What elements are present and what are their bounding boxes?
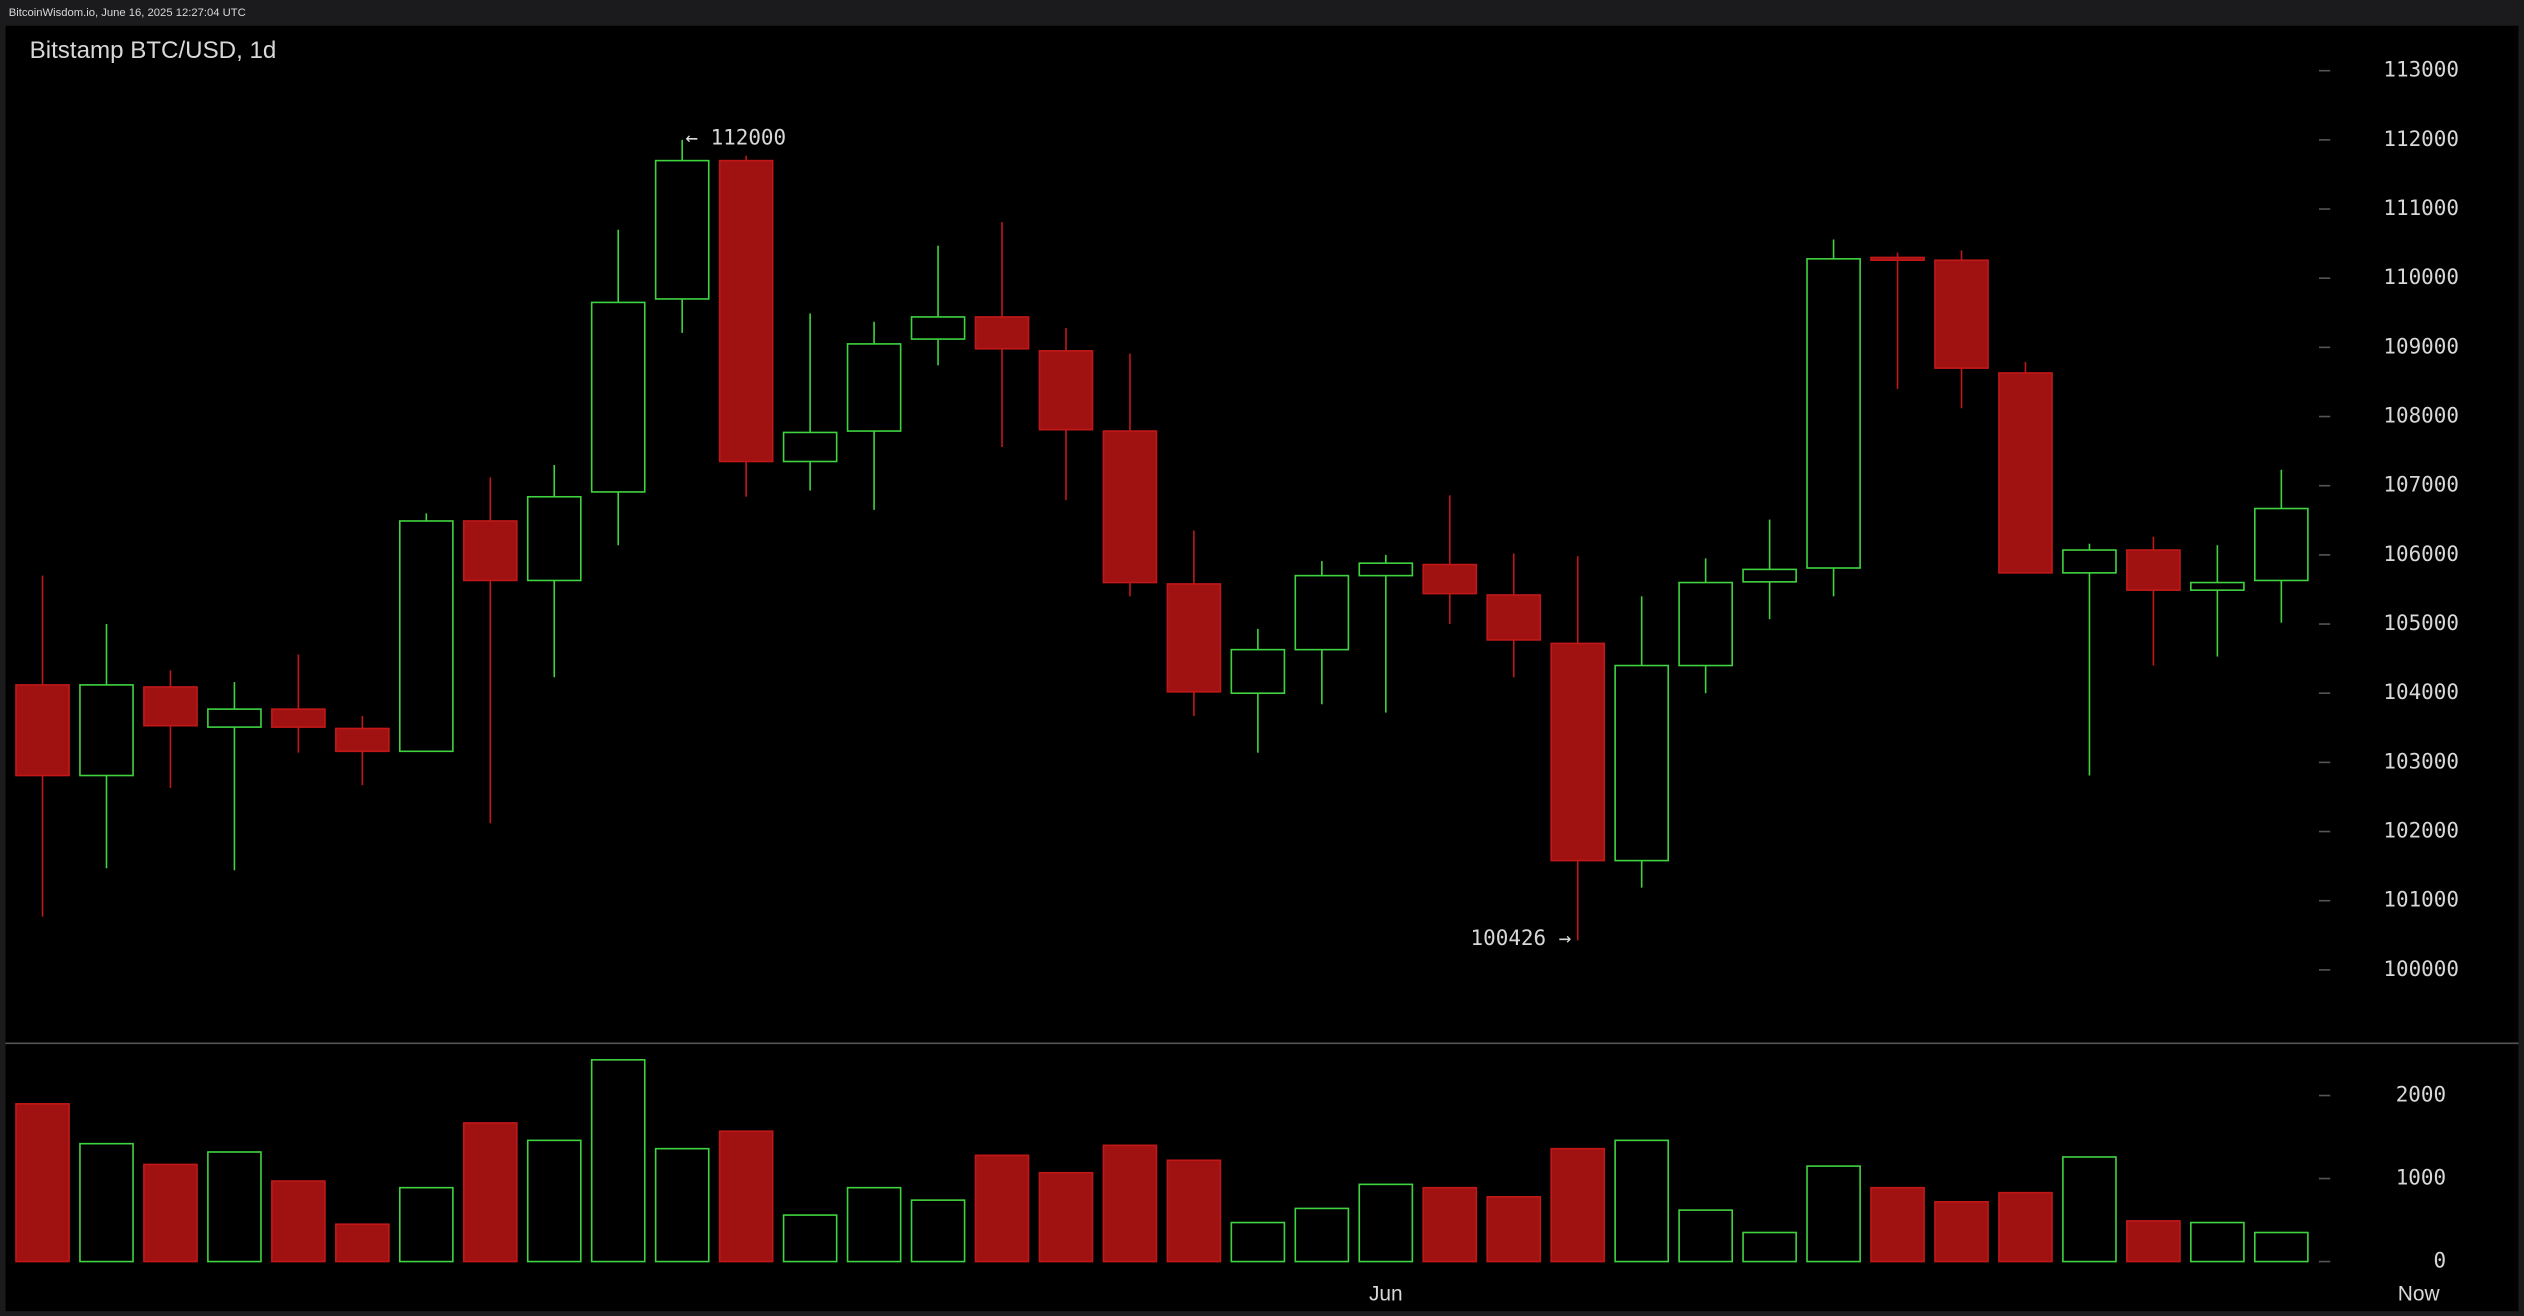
- volume-bar: [1550, 1147, 1606, 1263]
- volume-bar: [782, 1214, 838, 1263]
- y-tick-label: 100000: [2383, 957, 2459, 981]
- volume-bar: [1870, 1186, 1925, 1263]
- candle-body: [846, 343, 902, 432]
- candle-body: [1038, 350, 1094, 431]
- y-tick-label: 101000: [2383, 888, 2459, 912]
- volume-bar: [654, 1147, 710, 1263]
- candle-body: [398, 520, 454, 753]
- y-tick-label: 113000: [2383, 58, 2459, 82]
- candle-body: [1358, 562, 1414, 577]
- volume-bar: [398, 1186, 454, 1263]
- y-tick-label: 108000: [2383, 404, 2459, 428]
- y-tick-label: 106000: [2383, 542, 2459, 566]
- volume-bar: [79, 1142, 134, 1263]
- volume-tick-label: 2000: [2396, 1083, 2446, 1107]
- volume-bar: [2253, 1231, 2309, 1263]
- volume-bar: [1742, 1231, 1797, 1263]
- volume-bar: [2126, 1220, 2181, 1263]
- candle-body: [1614, 664, 1670, 862]
- candle-body: [2190, 581, 2245, 591]
- annotation: ← 112000: [685, 125, 786, 149]
- volume-bar: [15, 1103, 70, 1263]
- candle-body: [1998, 372, 2053, 574]
- candle-body: [1870, 256, 1925, 262]
- volume-tick-label: 1000: [2396, 1166, 2446, 1190]
- volume-bar: [1038, 1171, 1094, 1263]
- candle-body: [271, 708, 326, 728]
- y-tick-label: 112000: [2383, 127, 2459, 151]
- candle-body: [1422, 563, 1478, 595]
- candle-body: [1742, 568, 1797, 583]
- candle-body: [782, 431, 838, 463]
- y-tick-label: 104000: [2383, 680, 2459, 704]
- y-tick-label: 110000: [2383, 265, 2459, 289]
- candle-body: [1486, 594, 1542, 641]
- volume-bar: [207, 1151, 262, 1263]
- candle-body: [207, 708, 262, 728]
- volume-bar: [1294, 1207, 1350, 1263]
- annotation: 100426 →: [1471, 926, 1572, 950]
- candle-body: [335, 727, 390, 753]
- volume-bar: [590, 1059, 646, 1263]
- candle-body: [2253, 507, 2309, 582]
- volume-bar: [271, 1180, 326, 1263]
- header: BitcoinWisdom.io, June 16, 2025 12:27:04…: [9, 7, 246, 19]
- candle-body: [1166, 583, 1222, 693]
- candle-body: [1934, 259, 1989, 369]
- volume-bar: [974, 1154, 1030, 1263]
- x-tick-label: Jun: [1369, 1283, 1403, 1306]
- candle-body: [526, 495, 582, 582]
- candle-body: [2126, 549, 2181, 591]
- candle-body: [910, 316, 966, 340]
- volume-bar: [718, 1130, 774, 1263]
- candle-body: [1806, 258, 1861, 569]
- candle-body: [590, 301, 646, 493]
- volume-bar: [526, 1139, 582, 1263]
- candle-body: [15, 684, 70, 777]
- volume-bar: [1806, 1165, 1861, 1263]
- y-tick-label: 102000: [2383, 819, 2459, 843]
- volume-bar: [462, 1122, 518, 1263]
- candle-body: [2062, 549, 2117, 574]
- y-tick-label: 107000: [2383, 473, 2459, 497]
- candle-body: [1678, 581, 1733, 667]
- y-tick-label: 105000: [2383, 611, 2459, 635]
- candle-body: [79, 684, 134, 777]
- y-tick-label: 109000: [2383, 334, 2459, 358]
- volume-bar: [1486, 1196, 1542, 1263]
- chart-title: Bitstamp BTC/USD, 1d: [30, 37, 277, 64]
- candle-body: [462, 520, 518, 582]
- volume-bar: [143, 1163, 198, 1263]
- candle-body: [718, 159, 774, 463]
- x-end-label: Now: [2398, 1283, 2441, 1306]
- volume-bar: [1934, 1200, 1989, 1263]
- y-tick-label: 111000: [2383, 196, 2459, 220]
- candle-body: [1230, 648, 1286, 695]
- volume-bar: [1230, 1221, 1286, 1263]
- volume-bar: [910, 1199, 966, 1263]
- candle-body: [1102, 430, 1158, 584]
- candle-body: [654, 159, 710, 300]
- volume-bar: [2190, 1221, 2245, 1263]
- volume-bar: [1614, 1139, 1670, 1263]
- candle-body: [1294, 574, 1350, 651]
- volume-tick-label: 0: [2433, 1249, 2446, 1273]
- y-tick-label: 103000: [2383, 749, 2459, 773]
- volume-bar: [335, 1223, 390, 1263]
- volume-bar: [846, 1186, 902, 1263]
- volume-bar: [1102, 1144, 1158, 1263]
- volume-bar: [1166, 1159, 1222, 1263]
- candle-body: [1550, 642, 1606, 862]
- volume-bar: [2062, 1156, 2117, 1263]
- volume-bar: [1358, 1183, 1414, 1263]
- candle-body: [974, 316, 1030, 350]
- volume-bar: [1678, 1209, 1733, 1263]
- volume-bar: [1422, 1186, 1478, 1263]
- volume-bar: [1998, 1191, 2053, 1263]
- candle-body: [143, 686, 198, 727]
